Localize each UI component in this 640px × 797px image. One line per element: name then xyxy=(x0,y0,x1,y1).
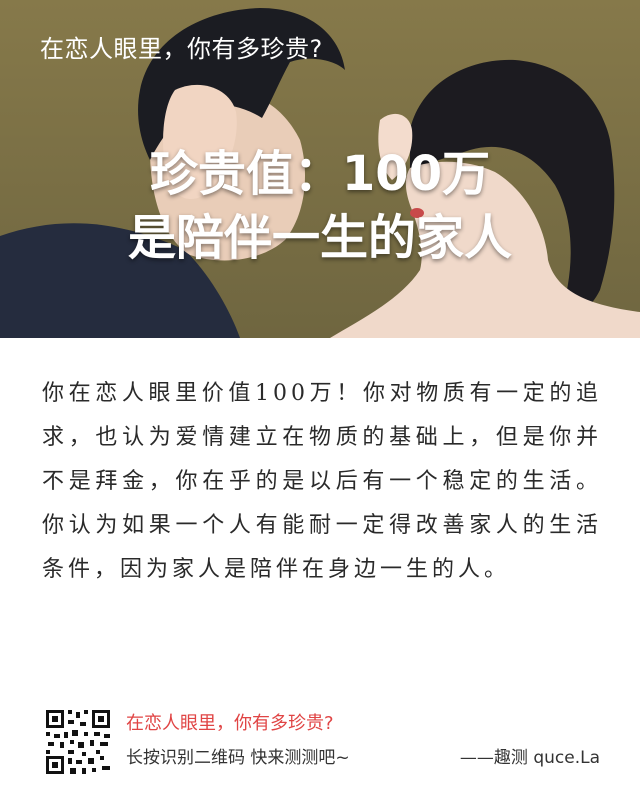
share-footer: 在恋人眼里，你有多珍贵? 长按识别二维码 快来测测吧~ ——趣测 quce.La xyxy=(0,700,640,797)
result-value: 珍贵值：100万 xyxy=(149,146,491,202)
quiz-title: 在恋人眼里，你有多珍贵? xyxy=(40,35,323,63)
footer-quiz-title: 在恋人眼里，你有多珍贵? xyxy=(126,713,334,734)
qr-code-icon[interactable] xyxy=(44,708,112,776)
result-label: 是陪伴一生的家人 xyxy=(127,210,512,266)
result-description: 你在恋人眼里价值100万！你对物质有一定的追求，也认为爱情建立在物质的基础上，但… xyxy=(42,381,602,582)
couple-illustration xyxy=(0,0,640,338)
brand-signature: ——趣测 quce.La xyxy=(459,748,600,768)
scan-hint: 长按识别二维码 快来测测吧~ xyxy=(126,748,350,768)
hero-banner: 在恋人眼里，你有多珍贵? 珍贵值：100万 是陪伴一生的家人 xyxy=(0,0,640,338)
result-headline: 珍贵值：100万 是陪伴一生的家人 xyxy=(0,142,640,270)
